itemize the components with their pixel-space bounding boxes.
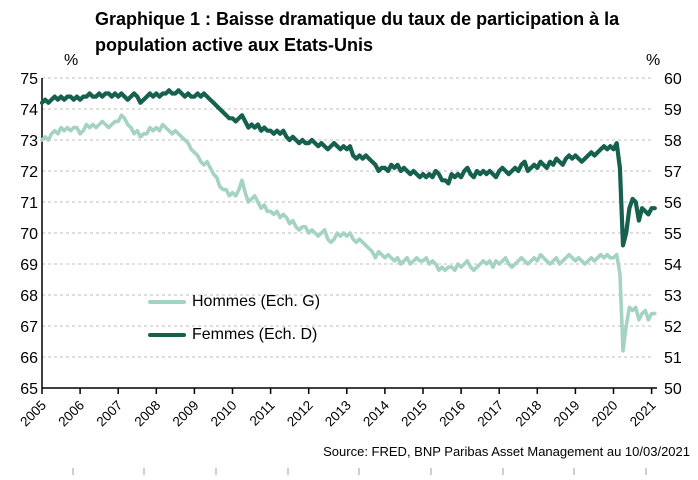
x-axis-label: 2021 [627, 398, 659, 430]
chart-legend: Hommes (Ech. G) Femmes (Ech. D) [148, 293, 320, 344]
x-axis-label: 2010 [208, 398, 240, 430]
chart-title-line1: Graphique 1 : Baisse dramatique du taux … [95, 9, 620, 29]
table-border-artifact [215, 468, 217, 475]
y-axis-label-right: 53 [664, 288, 682, 305]
x-axis-label: 2019 [551, 398, 583, 430]
left-axis-unit-label: % [64, 52, 79, 69]
source-caption: Source: FRED, BNP Paribas Asset Manageme… [323, 444, 690, 459]
y-axis-label-left: 71 [20, 195, 38, 212]
table-border-artifact [72, 468, 74, 475]
y-axis-label-left: 74 [20, 102, 38, 119]
table-border-artifact [502, 468, 504, 475]
y-axis-label-left: 68 [20, 288, 38, 305]
y-axis-label-right: 52 [664, 319, 682, 336]
y-axis-label-left: 69 [20, 257, 38, 274]
series-line-hommes [40, 113, 657, 353]
x-axis-label: 2012 [284, 398, 316, 430]
legend-label-hommes: Hommes (Ech. G) [192, 293, 321, 310]
y-axis-label-right: 59 [664, 102, 682, 119]
y-axis-label-left: 75 [20, 71, 38, 88]
x-axis-label: 2018 [513, 398, 545, 430]
x-axis-label: 2009 [170, 398, 202, 430]
y-axis-label-right: 54 [664, 257, 682, 274]
hommes-line-swatch [148, 300, 186, 304]
y-axis-label-left: 72 [20, 164, 38, 181]
x-axis-label: 2015 [398, 398, 430, 430]
x-axis-label: 2008 [132, 398, 164, 430]
y-axis-label-right: 57 [664, 164, 682, 181]
y-axis-label-right: 50 [664, 381, 682, 398]
x-axis-label: 2016 [436, 398, 468, 430]
y-axis-label-right: 55 [664, 226, 682, 243]
x-axis-label: 2020 [589, 398, 621, 430]
chart-title: Graphique 1 : Baisse dramatique du taux … [95, 6, 695, 58]
right-axis-unit-label: % [646, 52, 661, 69]
x-axis-label: 2007 [93, 398, 125, 430]
table-border-artifact [645, 468, 647, 475]
y-axis-label-left: 73 [20, 133, 38, 150]
y-axis-label-right: 58 [664, 133, 682, 150]
y-axis-label-right: 60 [664, 71, 682, 88]
y-axis-label-right: 51 [664, 350, 682, 367]
table-border-artifact [143, 468, 145, 475]
x-axis-label: 2017 [474, 398, 506, 430]
series-line-femmes [39, 88, 657, 248]
y-axis-label-right: 56 [664, 195, 682, 212]
legend-label-femmes: Femmes (Ech. D) [192, 326, 318, 343]
y-axis-label-left: 65 [20, 381, 38, 398]
table-border-artifact [287, 468, 289, 475]
table-border-artifact [358, 468, 360, 475]
table-border-artifact [430, 468, 432, 475]
y-axis-label-left: 67 [20, 319, 38, 336]
table-border-artifact [573, 468, 575, 475]
x-axis-label: 2014 [360, 397, 392, 429]
x-axis-label: 2005 [17, 398, 49, 430]
y-axis-label-left: 66 [20, 350, 38, 367]
chart-title-line2: population active aux Etats-Unis [95, 35, 374, 55]
femmes-line-swatch [148, 333, 186, 337]
legend-entry-femmes: Femmes (Ech. D) [148, 326, 320, 344]
x-axis-label: 2006 [55, 398, 87, 430]
y-axis-label-left: 70 [20, 226, 38, 243]
x-axis-label: 2011 [247, 398, 278, 429]
x-axis-label: 2013 [322, 398, 354, 430]
legend-entry-hommes: Hommes (Ech. G) [148, 293, 320, 311]
